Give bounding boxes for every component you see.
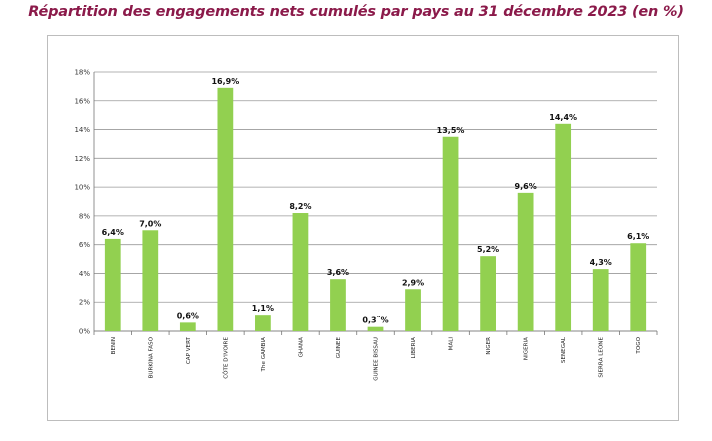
x-tick-label: NIGERIA: [524, 337, 530, 360]
x-tick-label: GHANA: [298, 337, 304, 358]
x-tick-label: SENEGAL: [561, 336, 567, 363]
bar: [405, 289, 421, 331]
x-tick-label: CAP VERT: [186, 336, 192, 364]
bar: [367, 326, 384, 331]
y-tick-label: 10%: [74, 184, 90, 192]
bar: [517, 192, 534, 331]
x-tick-label: NIGER: [486, 337, 492, 355]
bar: [555, 123, 572, 331]
data-label: 4,3%: [590, 258, 612, 267]
y-tick-label: 4%: [79, 270, 90, 278]
data-label: 16,9%: [211, 77, 239, 86]
bar: [255, 315, 271, 331]
y-tick-label: 14%: [74, 126, 90, 134]
y-tick-label: 18%: [74, 69, 90, 77]
data-label: 2,9%: [402, 278, 424, 287]
bar: [630, 243, 647, 331]
chart-title: Répartition des engagements nets cumulés…: [28, 4, 684, 20]
y-tick-label: 8%: [79, 212, 90, 220]
data-label: 5,2%: [477, 245, 499, 254]
chart-frame: [47, 35, 679, 421]
data-label: 0,3¨%: [362, 316, 388, 325]
bar: [592, 269, 609, 331]
x-tick-label: BENIN: [111, 337, 117, 354]
x-tick-label: CÔTE D'IVOIRE: [222, 337, 229, 379]
data-label: 13,5%: [437, 126, 465, 135]
bar: [179, 322, 196, 331]
bar: [292, 213, 309, 331]
data-label: 8,2%: [289, 202, 311, 211]
x-tick-label: BURKINA FASO: [148, 336, 154, 378]
y-tick-label: 16%: [74, 97, 90, 105]
y-tick-label: 0%: [79, 328, 90, 336]
data-label: 7,0%: [139, 219, 161, 228]
data-label: 14,4%: [549, 113, 577, 122]
y-tick-label: 6%: [79, 241, 90, 249]
data-label: 6,1%: [627, 232, 649, 241]
x-tick-label: MALI: [449, 337, 455, 351]
x-tick-label: GUINEE: [336, 337, 342, 359]
x-tick-label: The GAMBIA: [261, 337, 267, 373]
bar: [480, 256, 496, 331]
data-label: 1,1%: [252, 304, 274, 313]
x-tick-label: TOGO: [636, 336, 642, 354]
data-label: 0,6%: [177, 311, 199, 320]
bar: [330, 279, 346, 331]
x-tick-label: GUINEE BISSAU: [374, 337, 380, 381]
y-tick-label: 12%: [74, 155, 90, 163]
bar: [104, 238, 121, 331]
bar: [217, 87, 234, 331]
x-tick-label: SIERRA LEONE: [599, 337, 605, 378]
data-label: 6,4%: [102, 228, 124, 237]
y-tick-label: 2%: [79, 299, 90, 307]
data-label: 3,6%: [327, 268, 349, 277]
x-tick-label: LIBERIA: [411, 337, 417, 359]
bar: [442, 136, 459, 331]
data-label: 9,6%: [515, 182, 537, 191]
bar: [142, 230, 159, 331]
